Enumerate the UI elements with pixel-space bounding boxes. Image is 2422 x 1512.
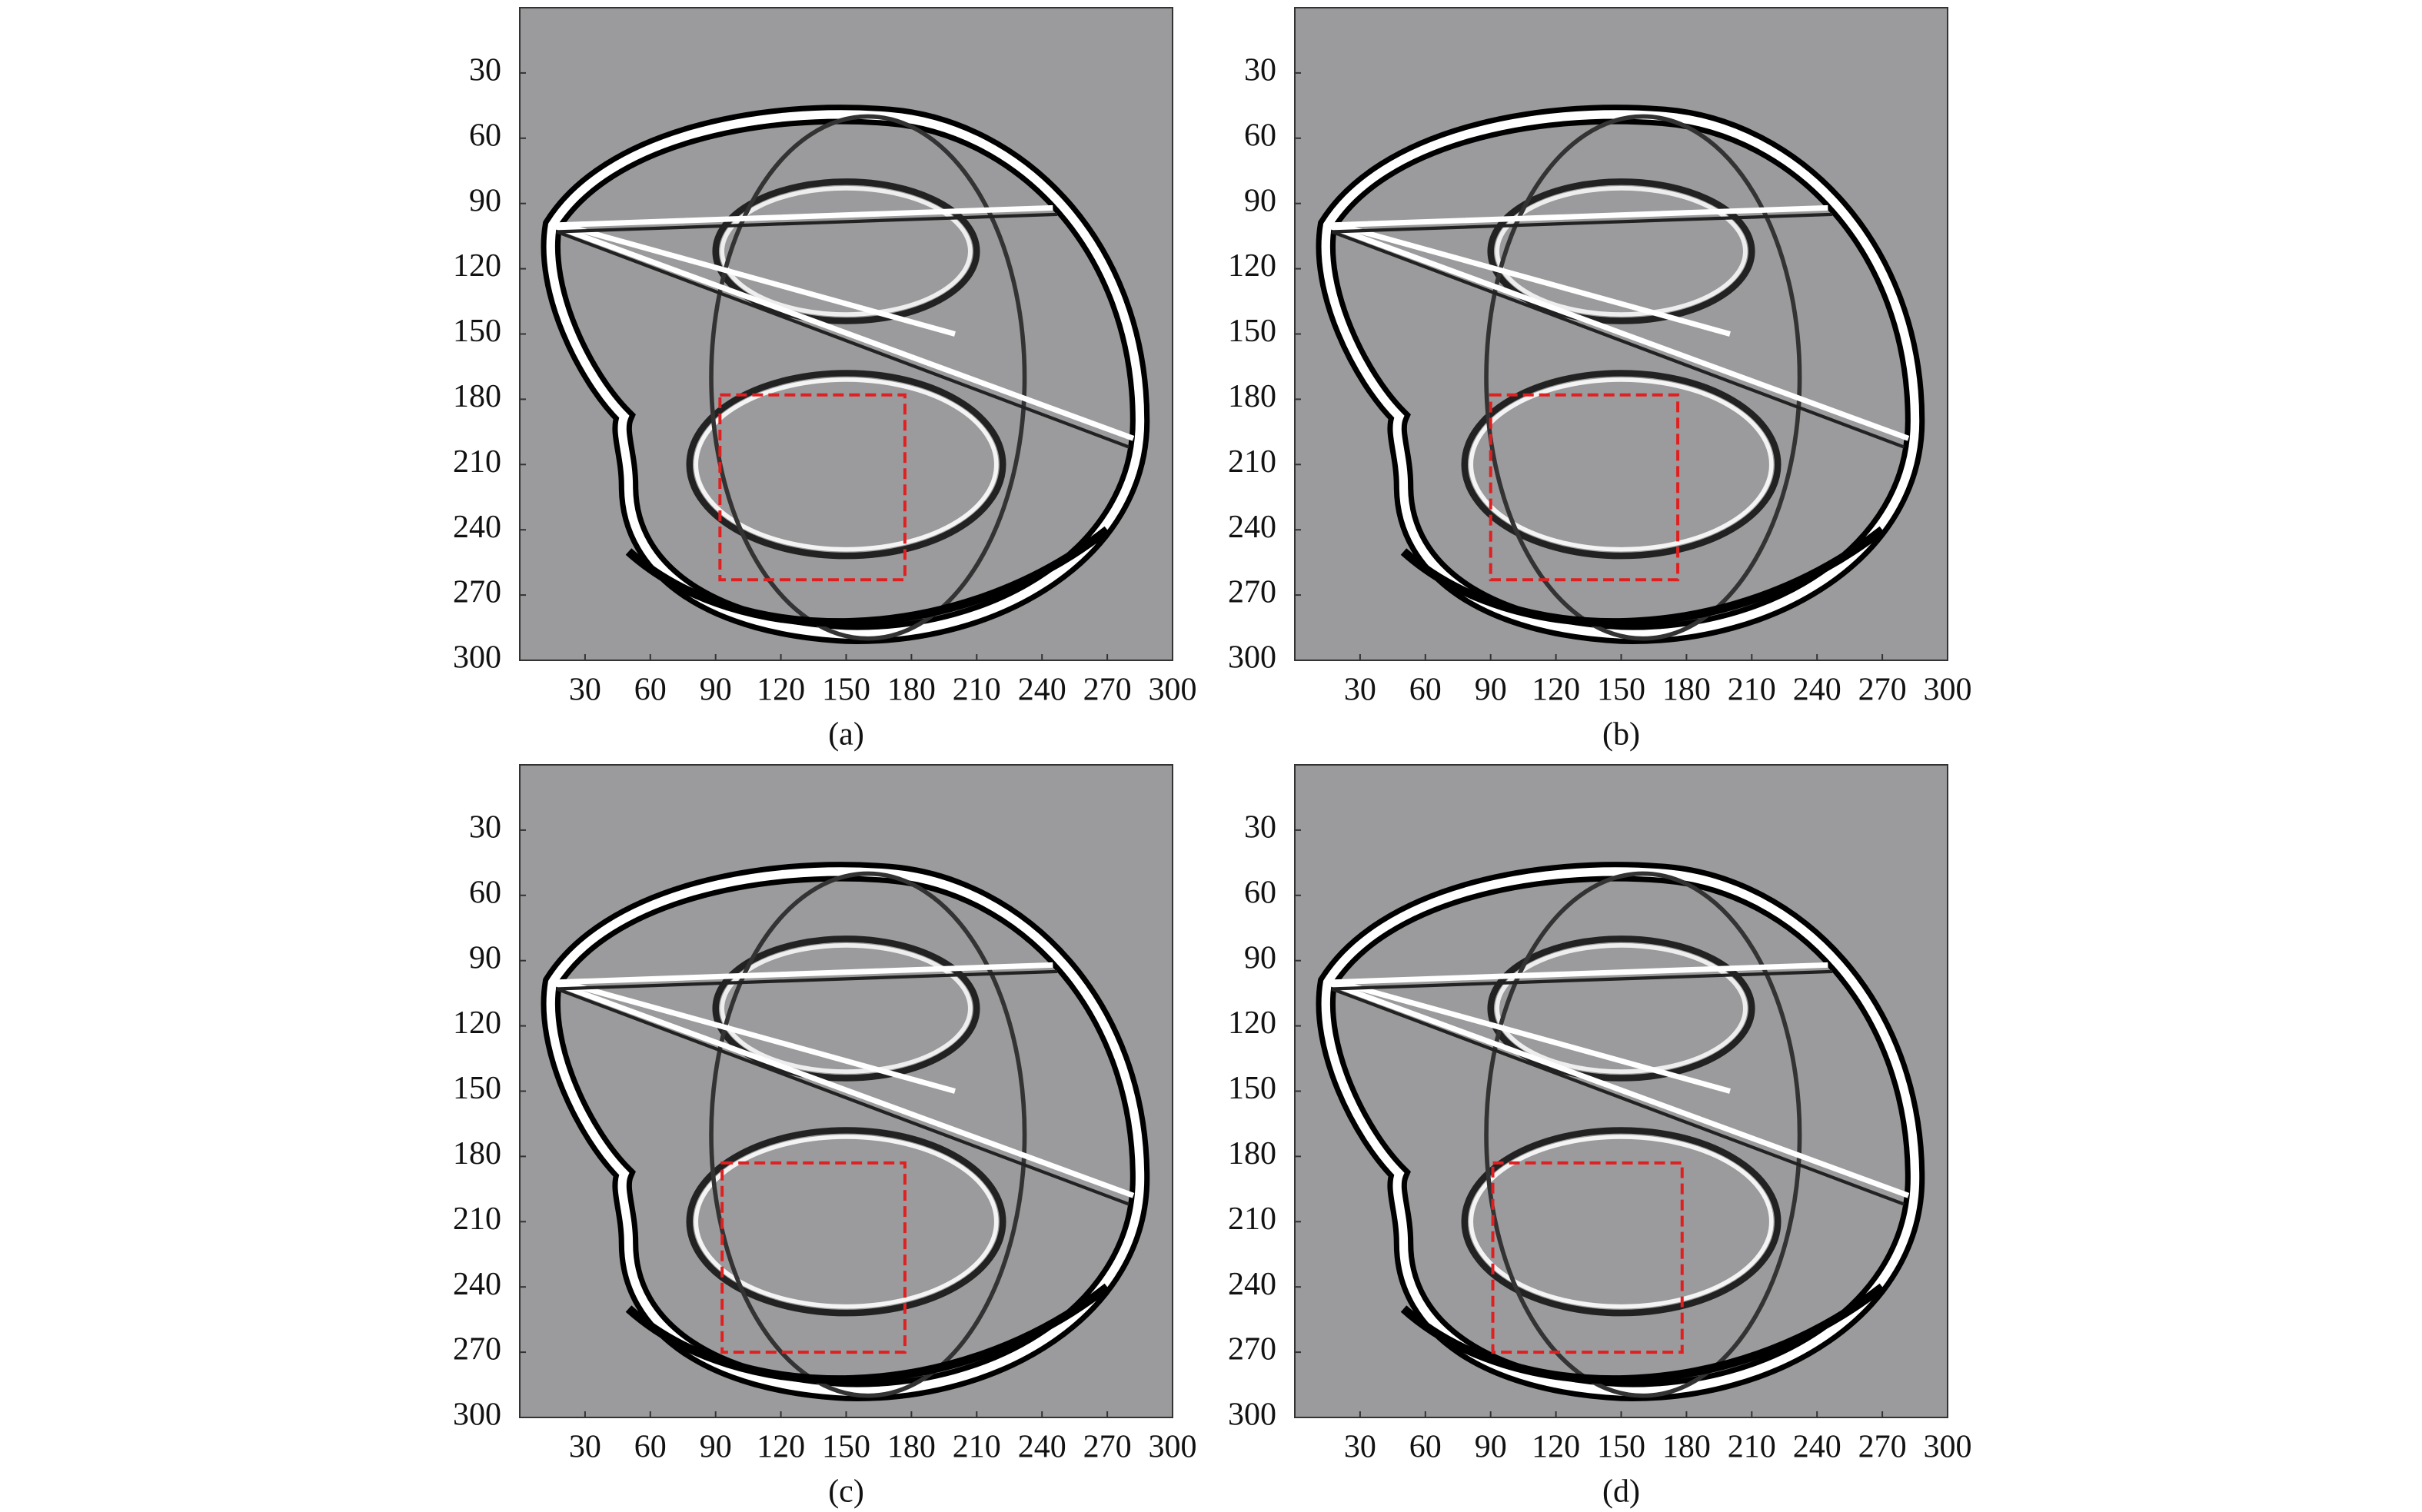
x-tick-label: 60: [1409, 1430, 1442, 1465]
x-tick-label: 240: [1018, 1430, 1066, 1465]
y-tick-label: 120: [1228, 1005, 1276, 1041]
x-tick-label: 30: [569, 1430, 601, 1465]
panel: 30 60 90 120 150 180 210 240 270 300 30 60 90 120 150 1…: [1228, 7, 1972, 753]
y-tick-label: 300: [453, 640, 501, 676]
caption: (b): [1602, 717, 1640, 753]
y-tick-label: 30: [469, 810, 501, 846]
x-tick-label: 180: [1662, 673, 1711, 708]
y-tick-label: 240: [1228, 1267, 1276, 1302]
x-tick-label: 270: [1083, 1430, 1132, 1465]
y-tick-label: 210: [453, 1201, 501, 1237]
y-tick-label: 90: [1244, 940, 1276, 975]
x-tick-label: 270: [1083, 673, 1132, 708]
x-tick-label: 240: [1793, 1430, 1841, 1465]
x-tick-label: 210: [953, 673, 1001, 708]
y-tick-label: 30: [469, 53, 501, 88]
y-tick-label: 240: [453, 1267, 501, 1302]
x-tick-label: 120: [757, 1430, 805, 1465]
x-tick-label: 150: [822, 673, 870, 708]
x-tick-label: 180: [887, 673, 936, 708]
y-tick-label: 120: [453, 248, 501, 284]
y-tick-label: 270: [453, 1332, 501, 1367]
y-tick-label: 120: [453, 1005, 501, 1041]
x-tick-label: 240: [1018, 673, 1066, 708]
x-tick-label: 60: [1409, 673, 1442, 708]
x-tick-label: 30: [569, 673, 601, 708]
y-tick-label: 210: [1228, 444, 1276, 480]
x-tick-label: 300: [1149, 1430, 1197, 1465]
x-tick-label: 300: [1924, 1430, 1972, 1465]
x-tick-label: 270: [1858, 1430, 1907, 1465]
x-tick-label: 150: [1597, 673, 1645, 708]
y-tick-label: 90: [469, 183, 501, 218]
y-tick-label: 240: [453, 510, 501, 545]
x-tick-label: 270: [1858, 673, 1907, 708]
y-tick-label: 60: [1244, 118, 1276, 153]
y-tick-label: 240: [1228, 510, 1276, 545]
x-tick-label: 60: [634, 673, 667, 708]
y-tick-label: 30: [1244, 810, 1276, 846]
x-tick-label: 240: [1793, 673, 1841, 708]
y-tick-label: 210: [453, 444, 501, 480]
x-tick-label: 300: [1149, 673, 1197, 708]
highlight-box: [720, 1161, 907, 1354]
y-tick-label: 180: [1228, 379, 1276, 414]
y-tick-label: 60: [469, 875, 501, 910]
panel: 30 60 90 120 150 180 210 240 270 300 30 60 90 120 150 1…: [453, 764, 1197, 1510]
y-tick-label: 90: [469, 940, 501, 975]
y-tick-label: 300: [453, 1397, 501, 1433]
x-tick-label: 90: [1475, 673, 1507, 708]
y-tick-label: 270: [1228, 1332, 1276, 1367]
y-tick-label: 150: [453, 1071, 501, 1106]
x-tick-label: 120: [757, 673, 805, 708]
panel: 30 60 90 120 150 180 210 240 270 300 30 60 90 120 150 1…: [1228, 764, 1972, 1510]
x-tick-label: 90: [700, 1430, 732, 1465]
x-tick-label: 210: [1728, 1430, 1776, 1465]
y-tick-label: 300: [1228, 1397, 1276, 1433]
x-tick-label: 90: [1475, 1430, 1507, 1465]
y-tick-label: 180: [453, 1136, 501, 1171]
panel: 30 60 90 120 150 180 210 240 270 300 30 60 90 120 150 1…: [453, 7, 1197, 753]
y-tick-label: 150: [453, 314, 501, 349]
y-tick-label: 210: [1228, 1201, 1276, 1237]
highlight-box: [1489, 393, 1680, 582]
x-tick-label: 210: [1728, 673, 1776, 708]
y-tick-label: 120: [1228, 248, 1276, 284]
y-tick-label: 30: [1244, 53, 1276, 88]
highlight-box: [1491, 1161, 1684, 1354]
y-tick-label: 150: [1228, 314, 1276, 349]
x-tick-label: 210: [953, 1430, 1001, 1465]
x-tick-label: 120: [1532, 1430, 1580, 1465]
x-tick-label: 180: [1662, 1430, 1711, 1465]
y-tick-label: 300: [1228, 640, 1276, 676]
x-tick-label: 150: [822, 1430, 870, 1465]
x-tick-label: 180: [887, 1430, 936, 1465]
y-tick-label: 90: [1244, 183, 1276, 218]
x-tick-label: 30: [1344, 1430, 1376, 1465]
y-tick-label: 270: [1228, 575, 1276, 610]
y-tick-label: 150: [1228, 1071, 1276, 1106]
x-tick-label: 150: [1597, 1430, 1645, 1465]
caption: (c): [828, 1474, 864, 1510]
caption: (a): [828, 717, 864, 753]
y-tick-label: 180: [1228, 1136, 1276, 1171]
y-tick-label: 60: [1244, 875, 1276, 910]
x-tick-label: 90: [700, 673, 732, 708]
caption: (d): [1602, 1474, 1640, 1510]
highlight-box: [718, 393, 907, 582]
y-tick-label: 180: [453, 379, 501, 414]
x-tick-label: 30: [1344, 673, 1376, 708]
x-tick-label: 300: [1924, 673, 1972, 708]
y-tick-label: 60: [469, 118, 501, 153]
x-tick-label: 60: [634, 1430, 667, 1465]
y-tick-label: 270: [453, 575, 501, 610]
x-tick-label: 120: [1532, 673, 1580, 708]
